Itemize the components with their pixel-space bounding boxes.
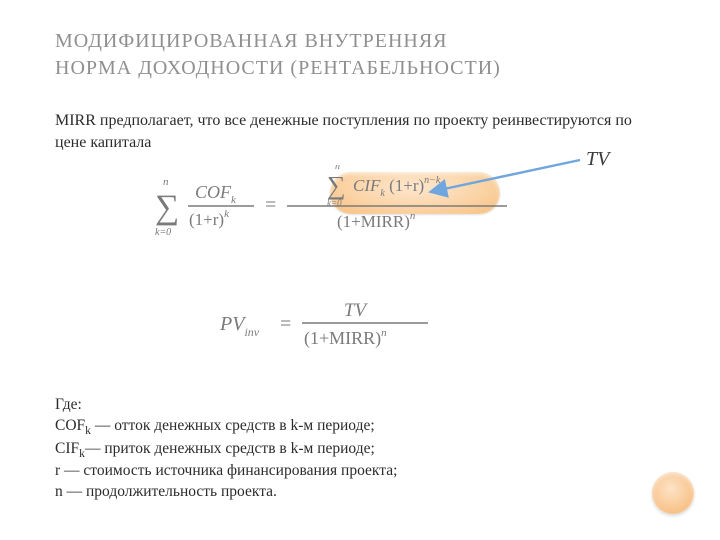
equals-icon: = bbox=[265, 194, 276, 216]
def-cof: COFk — отток денежных средств в k-м пери… bbox=[55, 417, 375, 434]
equals-icon: = bbox=[280, 313, 291, 335]
def-n: n — продолжительность проекта. bbox=[55, 483, 277, 500]
sigma-icon: ∑ bbox=[155, 189, 179, 226]
definitions-block: Где: COFk — отток денежных средств в k-м… bbox=[55, 395, 660, 503]
f2-num: TV bbox=[344, 300, 369, 321]
f1-rhs-num: CIFk (1+r)n−k bbox=[353, 175, 441, 200]
sigma-icon: ∑ bbox=[327, 171, 346, 200]
f1-lhs-den: (1+r)k bbox=[189, 208, 230, 229]
f1-lhs-sum-upper: n bbox=[163, 176, 169, 188]
f2-den: (1+MIRR)n bbox=[304, 327, 387, 349]
f1-lhs-num: COFk bbox=[195, 182, 237, 206]
f1-rhs-den: (1+MIRR)n bbox=[337, 210, 416, 231]
decorative-circle-icon bbox=[652, 472, 694, 514]
f1-rhs-sum-lower: k=0 bbox=[327, 198, 342, 208]
defs-heading: Где: bbox=[55, 396, 82, 413]
def-r: r — стоимость источника финансирования п… bbox=[55, 462, 397, 479]
formula-mirr-equation: n ∑ k=0 COFk (1+r)k = n ∑ k=0 CIFk (1+r)… bbox=[155, 165, 555, 265]
f2-lhs: PVinv bbox=[220, 313, 260, 339]
f1-lhs-sum-lower: k=0 bbox=[155, 227, 171, 238]
formula-pv-equation: PVinv = TV (1+MIRR)n bbox=[220, 290, 490, 365]
def-cif: CIFk— приток денежных средств в k-м пери… bbox=[55, 440, 375, 457]
